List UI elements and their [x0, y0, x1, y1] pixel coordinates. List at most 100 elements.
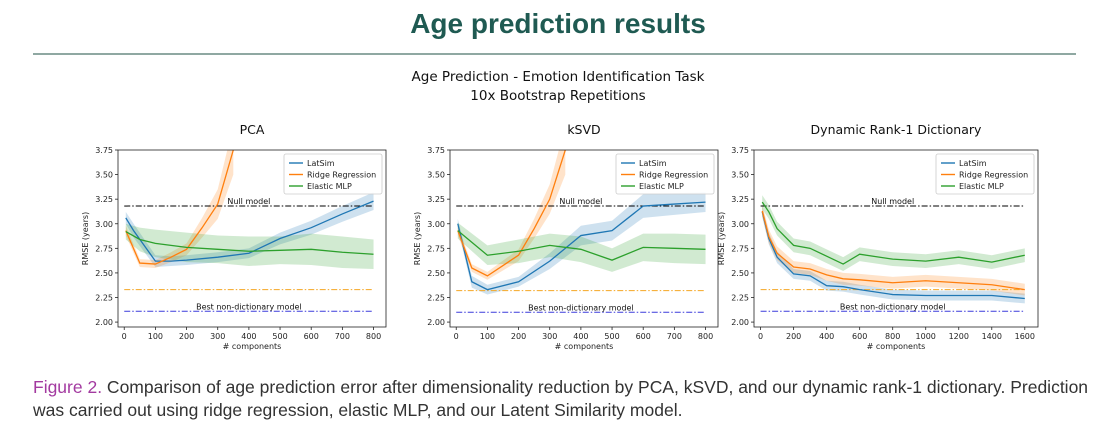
title-divider — [33, 53, 1076, 55]
x-tick-label: 500 — [272, 332, 287, 341]
band-elastic-mlp — [457, 222, 706, 272]
x-tick-label: 800 — [885, 332, 900, 341]
band-ridge-regression — [457, 150, 566, 280]
plot-area — [456, 150, 706, 313]
y-tick-label: 2.75 — [95, 244, 113, 253]
x-tick-label: 1000 — [916, 332, 936, 341]
y-tick-label: 3.00 — [731, 220, 749, 229]
legend-label: Elastic MLP — [639, 182, 684, 191]
x-tick-label: 600 — [304, 332, 319, 341]
y-tick-label: 3.50 — [427, 171, 445, 180]
series-line-latsim — [761, 211, 1025, 300]
band-ridge-regression — [762, 205, 1025, 296]
x-tick-label: 800 — [698, 332, 713, 341]
y-tick-label: 2.25 — [95, 294, 113, 303]
x-tick-label: 700 — [667, 332, 682, 341]
chart-title: kSVD — [567, 122, 600, 137]
axes-frame — [117, 149, 387, 328]
x-tick-label: 0 — [758, 332, 763, 341]
y-tick-label: 3.75 — [731, 146, 749, 155]
y-tick-label: 2.25 — [427, 294, 445, 303]
suptitle-line-1: Age Prediction - Emotion Identification … — [411, 69, 705, 85]
band-latsim — [762, 207, 1025, 304]
legend-label: Ridge Regression — [639, 171, 708, 180]
series-line-ridge-regression — [761, 210, 1025, 291]
x-tick-label: 600 — [636, 332, 651, 341]
y-tick-label: 3.50 — [95, 171, 113, 180]
x-tick-label: 500 — [604, 332, 619, 341]
plot-area — [124, 150, 374, 312]
y-axis-label: RMSE (years) — [717, 212, 726, 265]
reference-label: Best non-dictionary model — [840, 302, 946, 311]
x-tick-label: 0 — [454, 332, 459, 341]
y-axis-label: RMSE (years) — [81, 212, 90, 265]
x-tick-label: 0 — [122, 332, 127, 341]
legend-box — [283, 153, 383, 195]
reference-label: Best non-dictionary model — [528, 303, 634, 312]
plot-area — [760, 195, 1025, 312]
legend-label: LatSim — [639, 159, 667, 168]
y-tick-label: 2.75 — [427, 244, 445, 253]
series-line-elastic-mlp — [761, 201, 1025, 265]
y-tick-label: 3.25 — [427, 195, 445, 204]
y-tick-label: 3.75 — [427, 146, 445, 155]
chart-dynamic-rank1: Dynamic Rank-1 Dictionary Null model Best … — [717, 122, 1039, 351]
chart-title: PCA — [240, 122, 265, 137]
reference-label: Null model — [871, 197, 914, 206]
band-elastic-mlp — [125, 223, 374, 269]
y-tick-label: 2.00 — [427, 318, 445, 327]
suptitle-line-2: 10x Bootstrap Repetitions — [470, 88, 646, 104]
legend-label: LatSim — [959, 159, 987, 168]
y-tick-label: 2.50 — [95, 269, 113, 278]
x-tick-label: 300 — [542, 332, 557, 341]
axes-frame — [449, 149, 719, 328]
y-tick-label: 3.25 — [731, 195, 749, 204]
y-tick-label: 2.50 — [731, 269, 749, 278]
series-line-elastic-mlp — [125, 231, 374, 255]
legend: LatSim Ridge Regression Elastic MLP — [283, 153, 383, 195]
y-tick-label: 2.00 — [95, 318, 113, 327]
y-tick-label: 2.25 — [731, 294, 749, 303]
y-tick-label: 3.75 — [95, 146, 113, 155]
series-line-ridge-regression — [125, 150, 234, 265]
series-line-elastic-mlp — [457, 230, 706, 261]
legend-label: Ridge Regression — [959, 171, 1028, 180]
y-tick-label: 3.50 — [731, 171, 749, 180]
series-line-latsim — [125, 200, 374, 262]
caption-text: Comparison of age prediction error after… — [33, 377, 1089, 420]
x-tick-label: 800 — [366, 332, 381, 341]
x-tick-label: 200 — [786, 332, 801, 341]
x-tick-label: 1600 — [1015, 332, 1035, 341]
x-tick-label: 400 — [573, 332, 588, 341]
x-tick-label: 100 — [480, 332, 495, 341]
legend-box — [615, 153, 715, 195]
figure-caption: Figure 2. Comparison of age prediction e… — [33, 376, 1093, 422]
band-latsim — [457, 192, 706, 295]
legend-label: Elastic MLP — [307, 182, 352, 191]
y-tick-label: 2.75 — [731, 244, 749, 253]
chart-ksvd: kSVD Null model Best non-dictionary model 2… — [413, 122, 719, 351]
legend-label: Ridge Regression — [307, 171, 376, 180]
slide-title: Age prediction results — [410, 8, 706, 39]
reference-label: Null model — [559, 197, 602, 206]
x-axis-label: # components — [867, 342, 926, 351]
y-tick-label: 3.00 — [427, 220, 445, 229]
x-axis-label: # components — [555, 342, 614, 351]
legend: LatSim Ridge Regression Elastic MLP — [615, 153, 715, 195]
legend-label: Elastic MLP — [959, 182, 1004, 191]
legend-label: LatSim — [307, 159, 335, 168]
series-line-ridge-regression — [457, 150, 566, 277]
x-tick-label: 1200 — [949, 332, 969, 341]
band-elastic-mlp — [762, 195, 1025, 271]
x-tick-label: 700 — [335, 332, 350, 341]
x-tick-label: 200 — [179, 332, 194, 341]
reference-label: Best non-dictionary model — [196, 302, 302, 311]
legend: LatSim Ridge Regression Elastic MLP — [935, 153, 1035, 195]
figure-suptitle: Age Prediction - Emotion Identification … — [0, 68, 1116, 106]
x-tick-label: 1400 — [982, 332, 1002, 341]
y-tick-label: 2.00 — [731, 318, 749, 327]
reference-label: Null model — [227, 197, 270, 206]
x-tick-label: 100 — [148, 332, 163, 341]
legend-box — [935, 153, 1035, 195]
caption-figure-label: Figure 2. — [33, 377, 103, 397]
